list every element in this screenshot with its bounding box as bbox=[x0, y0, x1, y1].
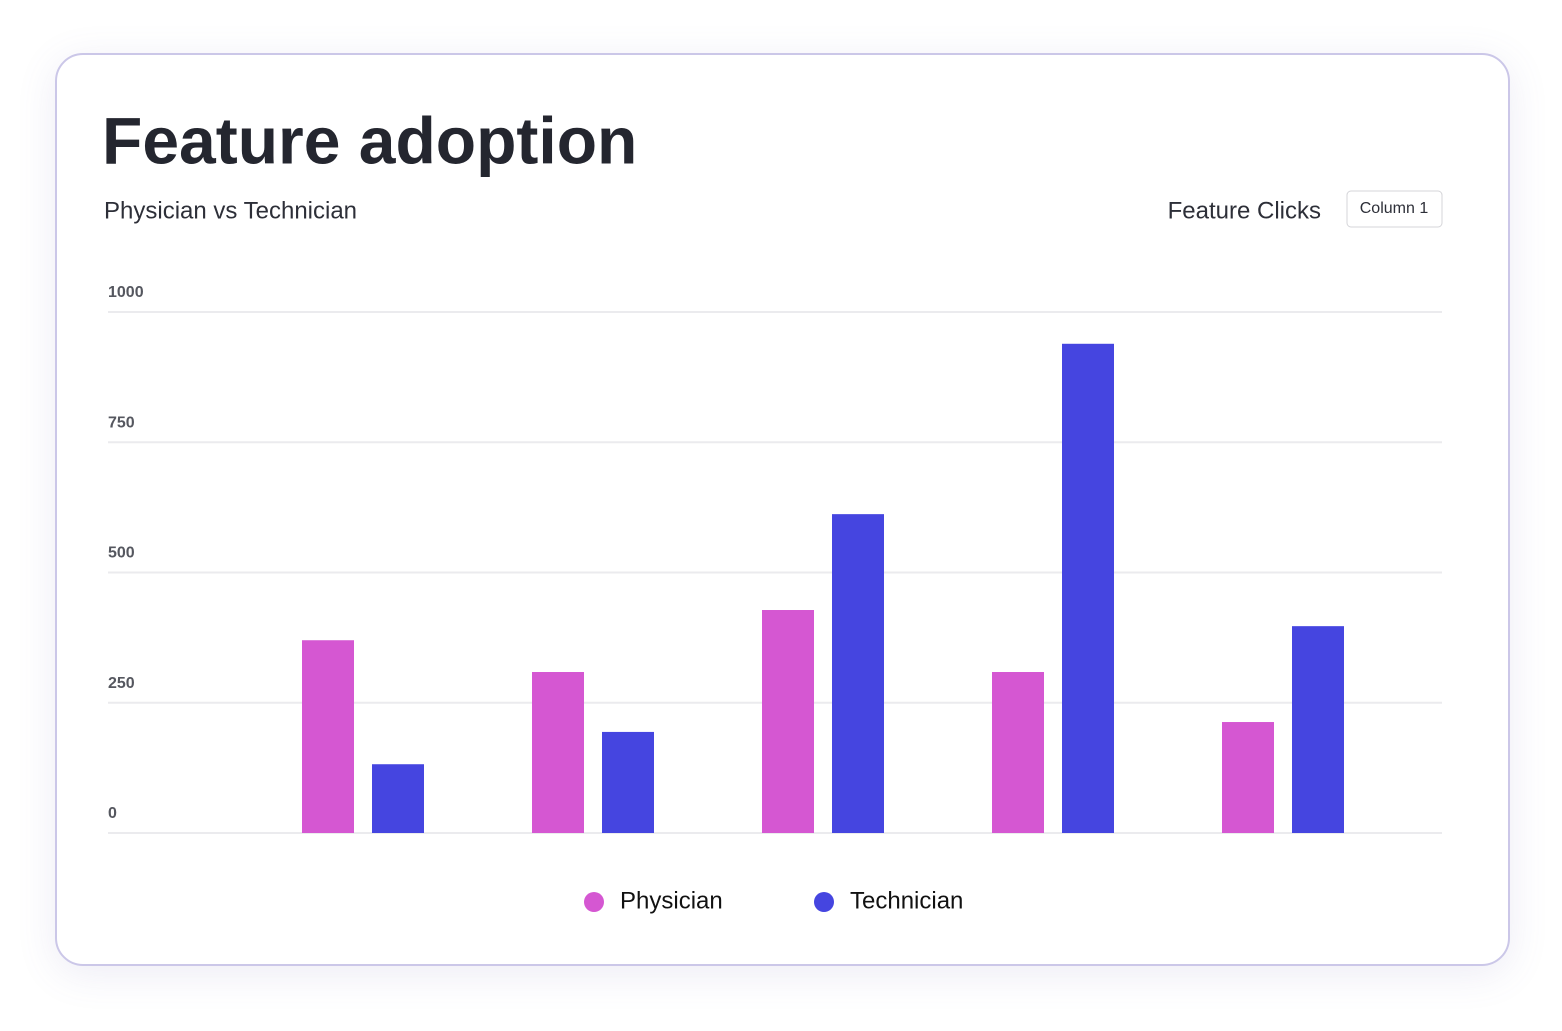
bar bbox=[602, 731, 654, 833]
bar bbox=[762, 610, 814, 833]
bar bbox=[992, 672, 1044, 833]
chart-subtitle: Physician vs Technician bbox=[104, 197, 357, 224]
bar bbox=[532, 672, 584, 833]
legend-marker bbox=[814, 892, 834, 912]
chart-title: Feature adoption bbox=[102, 103, 637, 177]
legend-marker bbox=[584, 892, 604, 912]
bar bbox=[302, 640, 354, 833]
column-button[interactable] bbox=[1346, 190, 1443, 228]
bar bbox=[1292, 626, 1344, 833]
bar bbox=[372, 764, 424, 833]
y-tick-label: 750 bbox=[108, 414, 135, 431]
y-tick-label: 0 bbox=[108, 805, 117, 822]
bar bbox=[832, 514, 884, 833]
legend-label: Technician bbox=[850, 887, 963, 914]
column-button-label[interactable]: Column 1 bbox=[1360, 200, 1429, 217]
bar bbox=[1062, 343, 1114, 833]
control-label: Feature Clicks bbox=[1168, 197, 1321, 224]
bar bbox=[1222, 722, 1274, 833]
y-tick-label: 1000 bbox=[108, 284, 144, 301]
legend-label: Physician bbox=[620, 887, 723, 914]
y-tick-label: 500 bbox=[108, 545, 135, 562]
y-tick-label: 250 bbox=[108, 675, 135, 692]
